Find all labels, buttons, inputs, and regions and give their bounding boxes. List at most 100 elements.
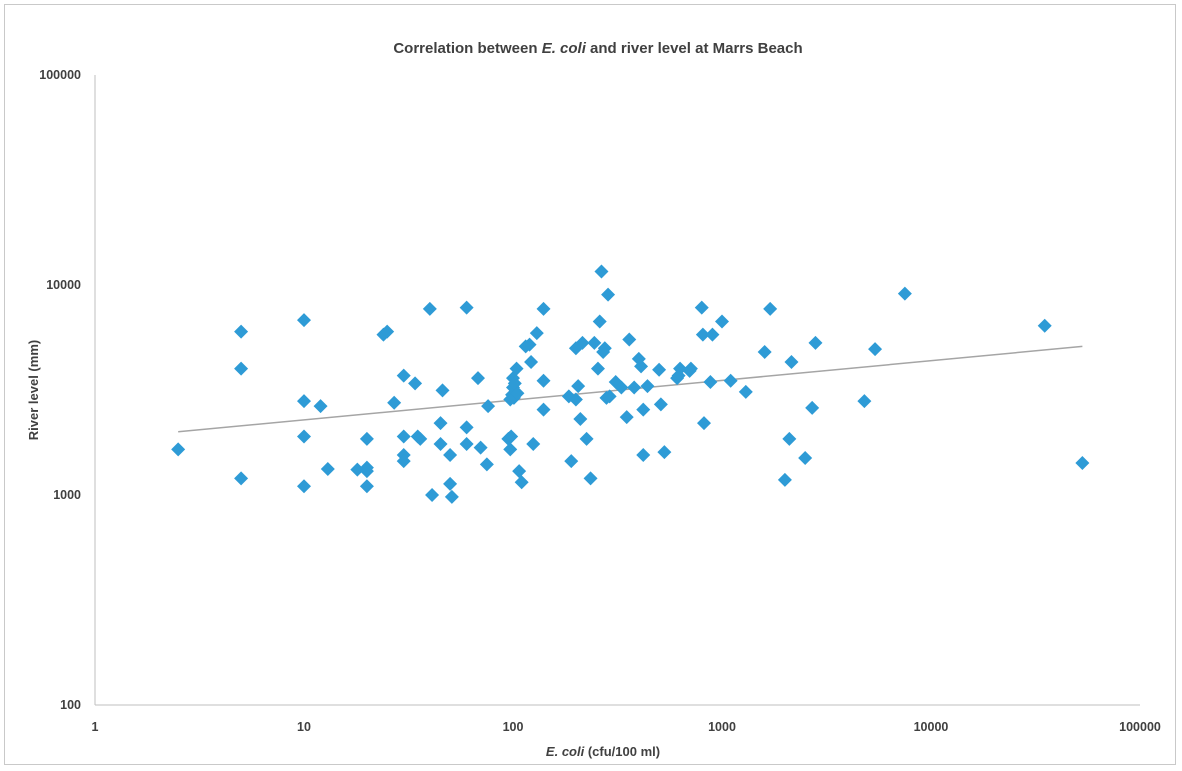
data-point: [359, 431, 374, 446]
data-point: [425, 488, 440, 502]
chart-title: Correlation between E. coli and river le…: [393, 40, 802, 57]
data-point: [297, 479, 311, 494]
data-point: [763, 301, 778, 316]
data-point: [683, 361, 698, 376]
x-tick-label: 100000: [1119, 720, 1161, 734]
data-point: [673, 361, 688, 376]
data-point: [723, 373, 738, 388]
data-point: [524, 354, 539, 369]
data-point: [350, 462, 365, 477]
data-point: [459, 420, 474, 435]
data-point: [622, 332, 637, 347]
data-point: [657, 445, 672, 460]
data-point: [592, 314, 607, 329]
data-point: [640, 379, 655, 394]
data-point: [703, 375, 718, 390]
data-point: [573, 412, 588, 427]
x-tick-labels: 1 10 100 1000 10000 100000: [92, 720, 1161, 734]
data-point: [408, 376, 423, 391]
data-point: [509, 361, 524, 376]
data-point: [601, 287, 616, 302]
data-point: [571, 379, 586, 394]
y-tick-label: 1000: [53, 488, 81, 502]
data-point: [459, 300, 474, 315]
data-point: [387, 395, 402, 410]
data-point: [696, 416, 711, 431]
y-tick-label: 100000: [39, 68, 81, 82]
data-point: [597, 341, 612, 356]
data-point: [297, 394, 311, 409]
data-point: [512, 464, 527, 479]
data-point: [777, 472, 792, 487]
data-point: [705, 327, 720, 342]
data-point: [715, 314, 729, 329]
data-point: [507, 376, 522, 391]
data-point: [481, 399, 496, 414]
data-point: [636, 448, 651, 463]
data-point: [738, 384, 753, 399]
data-point: [529, 326, 544, 341]
y-tick-label: 10000: [46, 278, 81, 292]
data-point: [798, 451, 813, 466]
x-tick-label: 10000: [914, 720, 949, 734]
data-point: [782, 431, 797, 446]
x-tick-label: 1: [92, 720, 99, 734]
data-point: [479, 457, 494, 472]
data-point: [320, 461, 335, 476]
data-point: [514, 475, 529, 490]
data-point: [614, 380, 629, 395]
data-point: [757, 344, 772, 359]
data-point: [652, 362, 667, 377]
data-point: [396, 429, 411, 444]
x-tick-label: 10: [297, 720, 311, 734]
data-point: [868, 342, 883, 357]
data-point: [579, 431, 594, 446]
data-point: [536, 402, 551, 417]
data-point: [359, 479, 374, 494]
data-point: [634, 359, 649, 374]
data-point: [564, 454, 579, 469]
data-point: [653, 397, 668, 412]
data-point: [422, 301, 437, 316]
chart-area: [4, 4, 1176, 765]
data-point: [522, 337, 537, 352]
data-point: [380, 324, 395, 339]
data-point: [590, 361, 605, 376]
x-axis-title: E. coli (cfu/100 ml): [546, 744, 660, 759]
data-point: [504, 429, 519, 444]
chart-title-suffix: and river level at Marrs Beach: [586, 40, 803, 57]
data-point: [575, 335, 590, 350]
data-point: [568, 392, 583, 407]
data-point: [234, 324, 249, 339]
data-point: [234, 361, 249, 376]
data-point: [470, 371, 485, 386]
data-point: [857, 394, 872, 409]
x-tick-label: 100: [503, 720, 524, 734]
data-point: [503, 442, 518, 457]
y-tick-labels: 100 1000 10000 100000: [39, 68, 81, 712]
data-point: [1075, 456, 1090, 471]
data-point: [171, 442, 186, 457]
x-axis-title-suffix: (cfu/100 ml): [584, 744, 660, 759]
data-point: [536, 301, 551, 316]
y-tick-label: 100: [60, 698, 81, 712]
y-axis-title: River level (mm): [26, 340, 41, 440]
data-point: [583, 471, 598, 486]
data-point: [435, 383, 450, 398]
data-point: [526, 436, 541, 451]
data-point: [473, 440, 488, 455]
data-point: [619, 410, 634, 425]
data-point: [433, 436, 448, 451]
data-point: [694, 300, 709, 315]
data-point: [313, 399, 328, 414]
x-axis-title-italic: E. coli: [546, 744, 585, 759]
data-point: [297, 313, 311, 328]
data-point: [443, 448, 458, 463]
data-points: [171, 264, 1090, 504]
data-point: [234, 471, 249, 486]
data-point: [396, 454, 411, 469]
data-point: [627, 380, 642, 395]
data-point: [359, 464, 374, 479]
data-point: [808, 335, 823, 350]
